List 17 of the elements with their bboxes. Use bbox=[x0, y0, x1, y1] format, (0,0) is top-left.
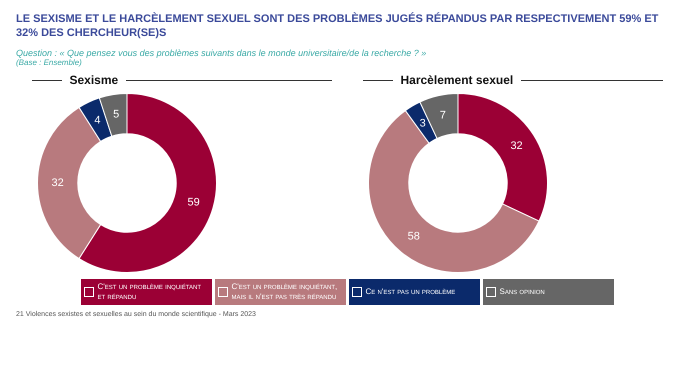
data-label: 3 bbox=[419, 117, 426, 130]
legend-label: Sans opinion bbox=[500, 287, 546, 297]
legend-label: C'est un problème inquiétant et répandu bbox=[98, 282, 202, 302]
chart-title: Sexisme bbox=[70, 73, 118, 87]
chart-title: Harcèlement sexuel bbox=[400, 73, 514, 87]
data-label: 5 bbox=[112, 108, 119, 121]
data-label: 59 bbox=[186, 196, 200, 208]
text: (Base : Ensemble) bbox=[16, 58, 83, 67]
text: LE SEXISME ET LE HARCÈLEMENT SEXUEL SONT DES PROBLÈMES JUGÉS RÉPANDUS PAR RESPECTIVEMENT 59% ET 32% DES CHERCHEUR(SE)S bbox=[16, 12, 660, 40]
legend-label: C'est un problème inquiétant, mais il n'est pas très répandu bbox=[232, 282, 338, 302]
text: Question : « Que pensez vous des problèmes suivants dans le monde universitaire/de la recherche ? » bbox=[16, 48, 428, 58]
data-label: 58 bbox=[407, 230, 420, 242]
legend-label: Ce n'est pas un problème bbox=[366, 287, 456, 297]
data-label: 32 bbox=[510, 140, 522, 152]
data-label: 4 bbox=[94, 114, 100, 126]
data-label: 32 bbox=[51, 177, 64, 190]
data-label: 7 bbox=[439, 109, 446, 122]
